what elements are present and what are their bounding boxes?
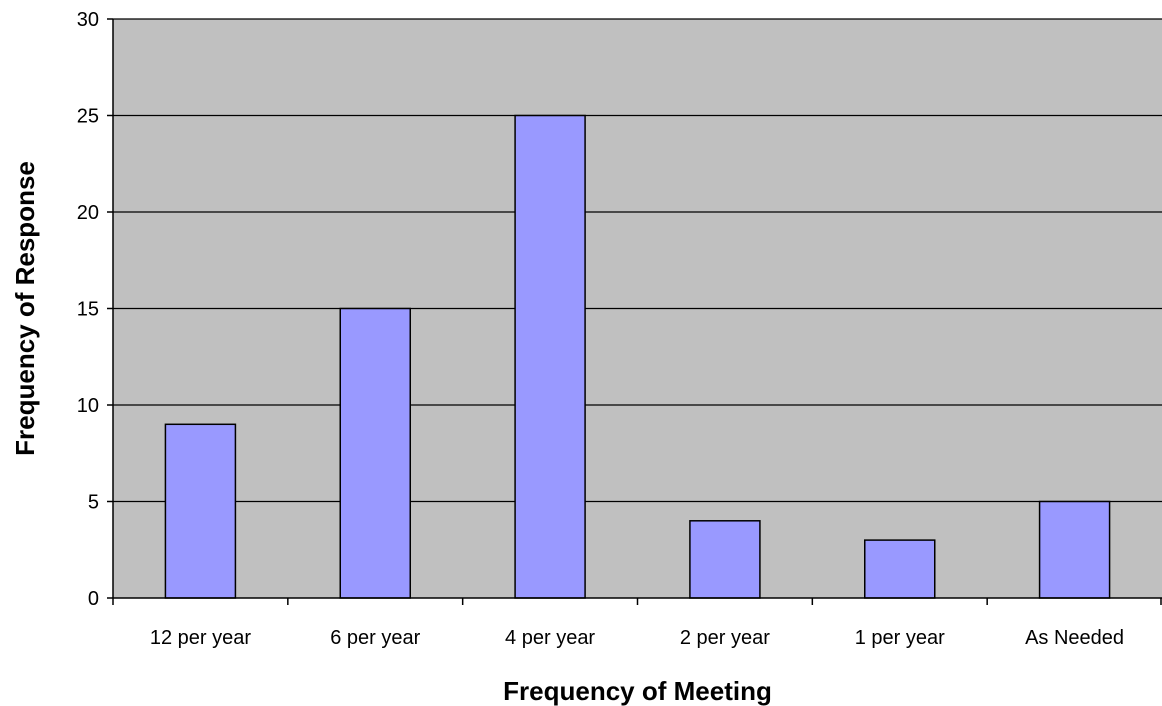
gridlines [113, 18, 1162, 503]
x-tick-label: 4 per year [505, 627, 595, 649]
y-axis-title: Frequency of Response [10, 161, 40, 456]
y-tick-label: 5 [88, 492, 99, 514]
y-tick-label: 10 [77, 395, 99, 417]
y-tick-label: 15 [77, 299, 99, 321]
bar [339, 307, 411, 599]
x-tick-label: 1 per year [855, 627, 945, 649]
y-tick-label: 0 [88, 588, 99, 610]
x-tick-label: As Needed [1025, 627, 1124, 649]
bar [164, 423, 237, 599]
x-tick-label: 12 per year [150, 627, 252, 649]
bar [689, 520, 761, 599]
y-axis: 0 5 10 15 20 25 30 [77, 9, 114, 610]
bar [864, 539, 936, 599]
y-tick-label: 30 [77, 9, 99, 31]
y-tick-label: 25 [77, 106, 99, 128]
bar [1038, 500, 1111, 599]
x-tick-label: 6 per year [330, 627, 420, 649]
x-axis: 12 per year 6 per year 4 per year 2 per yea… [112, 597, 1162, 649]
y-tick-label: 20 [77, 202, 99, 224]
bar [514, 114, 586, 599]
bars [164, 114, 1111, 599]
x-tick-label: 2 per year [680, 627, 770, 649]
x-axis-title: Frequency of Meeting [503, 676, 772, 706]
